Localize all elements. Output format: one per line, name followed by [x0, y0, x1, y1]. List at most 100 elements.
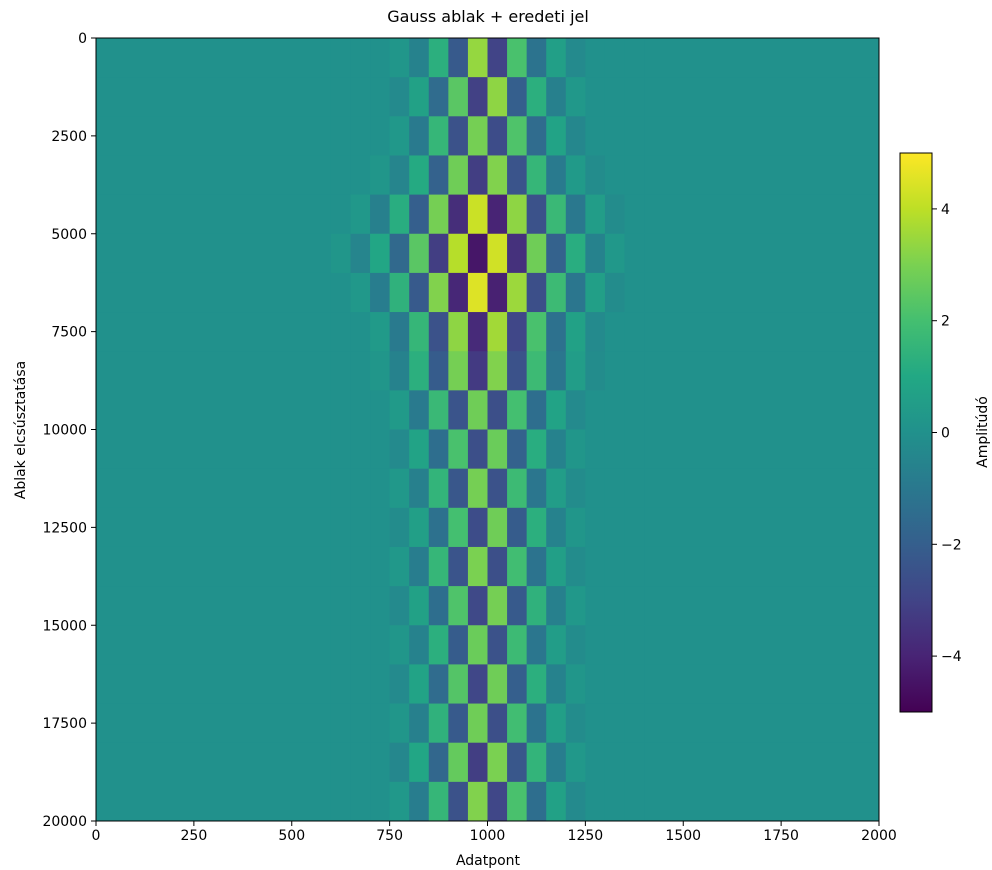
heatmap-cell	[389, 586, 410, 626]
heatmap-cell	[350, 116, 371, 156]
heatmap-cell	[428, 38, 449, 78]
heatmap-cell	[448, 586, 469, 626]
heatmap-cell	[389, 351, 410, 391]
heatmap-cell	[389, 390, 410, 430]
heatmap-cell	[96, 742, 332, 783]
heatmap-cell	[370, 116, 391, 156]
heatmap-cell	[487, 194, 508, 235]
heatmap-cell	[370, 703, 391, 744]
heatmap-cell	[624, 116, 645, 156]
heatmap-cell	[389, 116, 410, 156]
heatmap-cell	[467, 468, 488, 509]
heatmap-cell	[487, 390, 508, 430]
heatmap-cell	[644, 664, 880, 705]
heatmap-cell	[96, 625, 332, 665]
heatmap-cell	[409, 546, 430, 587]
heatmap-cell	[507, 586, 528, 626]
heatmap-cell	[585, 233, 606, 274]
heatmap-cell	[370, 664, 391, 705]
heatmap-cell	[448, 155, 469, 196]
heatmap-cell	[526, 390, 547, 430]
x-tick-label: 1750	[763, 828, 799, 844]
heatmap-cell	[644, 507, 880, 548]
heatmap-cell	[389, 77, 410, 117]
heatmap-cell	[526, 38, 547, 78]
heatmap-cell	[565, 468, 586, 509]
heatmap-cell	[604, 429, 626, 470]
heatmap-cell	[467, 272, 488, 313]
heatmap-cell	[585, 116, 606, 156]
heatmap-cell	[546, 429, 567, 470]
heatmap-cell	[330, 586, 351, 626]
heatmap-cell	[624, 38, 645, 78]
heatmap-cell	[370, 233, 391, 274]
heatmap-cell	[330, 468, 351, 509]
heatmap-cell	[644, 155, 880, 196]
heatmap-cell	[330, 781, 351, 822]
heatmap-cell	[448, 116, 469, 156]
heatmap-cell	[389, 272, 410, 313]
heatmap-cell	[330, 390, 351, 430]
heatmap-cell	[350, 312, 371, 352]
heatmap-cell	[330, 38, 351, 78]
heatmap-cell	[350, 546, 371, 587]
heatmap-cell	[604, 312, 626, 352]
colorbar-tick-label: 4	[941, 202, 950, 218]
heatmap-cell	[644, 390, 880, 430]
heatmap-cell	[546, 194, 567, 235]
heatmap-cell	[389, 742, 410, 783]
heatmap-cell	[624, 194, 645, 235]
heatmap-cell	[546, 312, 567, 352]
x-tick-label: 1000	[470, 828, 506, 844]
heatmap-cell	[604, 155, 626, 196]
heatmap-cell	[487, 507, 508, 548]
heatmap-cell	[487, 546, 508, 587]
heatmap-cell	[526, 116, 547, 156]
heatmap-cell	[546, 468, 567, 509]
heatmap-cell	[507, 781, 528, 822]
heatmap-cell	[330, 194, 351, 235]
heatmap-cell	[507, 116, 528, 156]
heatmap-cell	[96, 312, 332, 352]
heatmap-cell	[546, 703, 567, 744]
heatmap-cell	[428, 390, 449, 430]
heatmap-cell	[428, 625, 449, 665]
heatmap-cell	[389, 546, 410, 587]
heatmap-cell	[546, 38, 567, 78]
heatmap-cell	[330, 272, 351, 313]
heatmap-cell	[428, 155, 449, 196]
heatmap-cell	[96, 38, 332, 78]
heatmap-cell	[448, 77, 469, 117]
heatmap-cell	[370, 507, 391, 548]
heatmap-cell	[96, 703, 332, 744]
heatmap-cell	[604, 77, 626, 117]
heatmap-cell	[370, 312, 391, 352]
heatmap-cell	[487, 664, 508, 705]
colorbar-label: Amplitúdó	[975, 396, 991, 468]
heatmap-cell	[409, 468, 430, 509]
heatmap-cell	[448, 312, 469, 352]
heatmap-cell	[409, 38, 430, 78]
heatmap-cell	[409, 233, 430, 274]
heatmap-cell	[624, 586, 645, 626]
heatmap-cell	[565, 351, 586, 391]
colorbar-tick-label: 2	[941, 314, 950, 330]
heatmap-cell	[389, 155, 410, 196]
heatmap-cell	[526, 507, 547, 548]
heatmap-cell	[389, 429, 410, 470]
heatmap-cell	[585, 625, 606, 665]
heatmap-cell	[644, 625, 880, 665]
heatmap-cell	[370, 194, 391, 235]
heatmap-cell	[565, 116, 586, 156]
heatmap-cell	[624, 664, 645, 705]
heatmap-cell	[507, 312, 528, 352]
heatmap-cell	[585, 38, 606, 78]
heatmap-cell	[370, 468, 391, 509]
heatmap-cell	[624, 390, 645, 430]
heatmap-cell	[644, 38, 880, 78]
heatmap-cell	[96, 781, 332, 822]
heatmap-cell	[350, 233, 371, 274]
heatmap-cell	[467, 507, 488, 548]
heatmap-cell	[409, 703, 430, 744]
heatmap-cell	[507, 507, 528, 548]
